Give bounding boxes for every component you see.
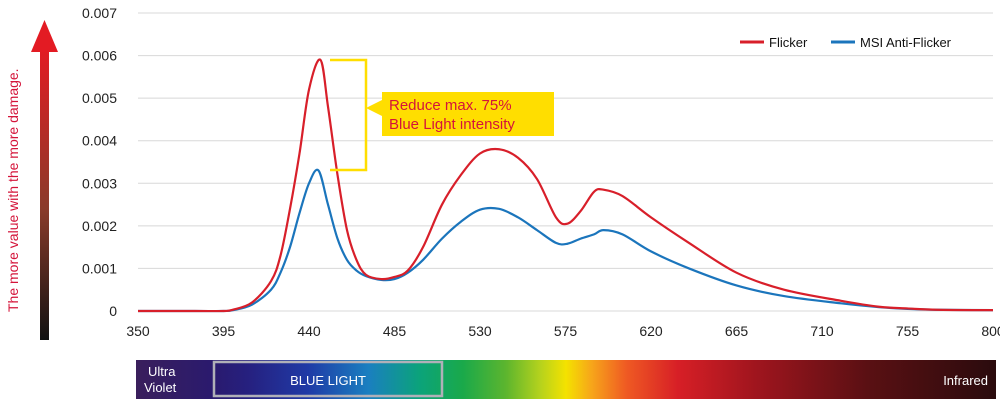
x-tick-label: 665 [725, 323, 749, 339]
spectrum-band: Ultra Violet BLUE LIGHT Infrared [136, 360, 996, 399]
damage-arrow [31, 20, 58, 340]
reduction-annotation: Reduce max. 75% Blue Light intensity [330, 58, 554, 172]
x-tick-label: 485 [383, 323, 407, 339]
y-tick-label: 0 [109, 303, 117, 319]
x-tick-label: 440 [297, 323, 321, 339]
series-lines [138, 58, 994, 313]
legend-label-flicker: Flicker [769, 35, 808, 50]
y-tick-label: 0.003 [82, 175, 117, 191]
x-tick-label: 620 [639, 323, 663, 339]
annotation-line-1: Reduce max. 75% [389, 97, 512, 114]
spectrum-gradient [136, 360, 996, 399]
y-axis-label: The more value with the more damage. [5, 68, 21, 312]
grid-lines [138, 12, 993, 312]
annotation-box [382, 92, 554, 136]
legend: Flicker MSI Anti-Flicker [740, 35, 952, 50]
infrared-label: Infrared [943, 373, 988, 388]
y-tick-label: 0.005 [82, 90, 117, 106]
ultraviolet-label-line-2: Violet [144, 380, 177, 395]
y-tick-label: 0.007 [82, 5, 117, 21]
y-tick-label: 0.001 [82, 260, 117, 276]
annotation-line-2: Blue Light intensity [389, 116, 515, 133]
annotation-pointer [366, 100, 382, 116]
legend-label-anti-flicker: MSI Anti-Flicker [860, 35, 952, 50]
arrow-head [31, 20, 58, 52]
blue-light-frame [212, 360, 444, 398]
x-tick-label: 350 [126, 323, 150, 339]
x-tick-label: 710 [810, 323, 834, 339]
y-tick-label: 0.002 [82, 218, 117, 234]
y-tick-label: 0.004 [82, 133, 117, 149]
x-tick-label: 575 [554, 323, 578, 339]
series-line-msi-anti-flicker [138, 168, 994, 313]
ultraviolet-label-line-1: Ultra [148, 364, 176, 379]
y-tick-labels: 0 0.001 0.002 0.003 0.004 0.005 0.006 0.007 [82, 5, 117, 319]
arrow-shaft [40, 48, 49, 340]
x-tick-label: 755 [896, 323, 920, 339]
y-tick-label: 0.006 [82, 48, 117, 64]
x-tick-label: 530 [468, 323, 492, 339]
x-tick-labels: 350 395 440 485 530 575 620 665 710 755 800 [126, 323, 1000, 339]
blue-light-label: BLUE LIGHT [290, 373, 366, 388]
series-line-flicker [138, 58, 994, 313]
x-tick-label: 395 [212, 323, 236, 339]
annotation-bracket [330, 58, 368, 172]
x-tick-label: 800 [981, 323, 1000, 339]
